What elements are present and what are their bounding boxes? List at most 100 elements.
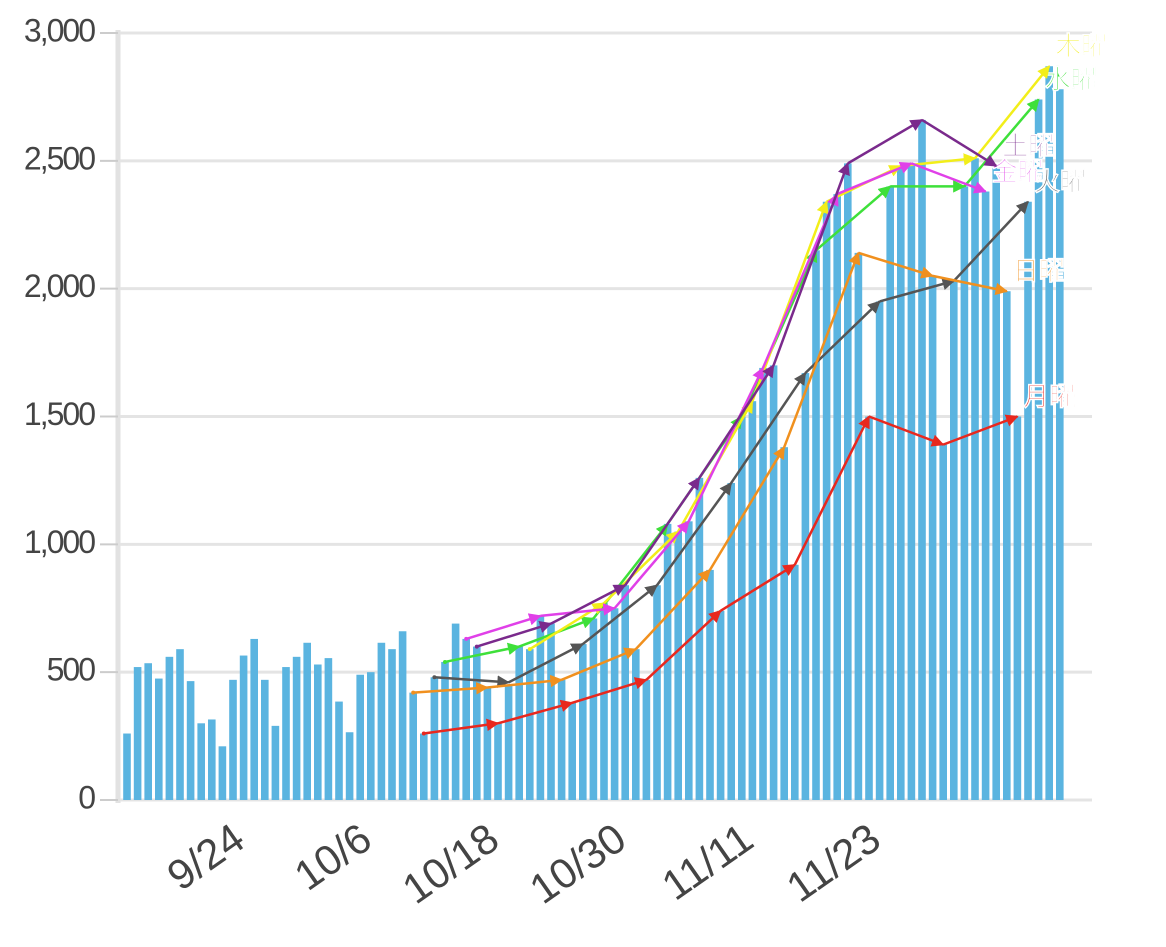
bar [229,679,237,800]
bar [621,585,629,800]
series-segment [847,118,924,165]
bar [1024,201,1032,801]
series-segment [719,563,796,612]
bar [186,681,195,800]
bar [430,677,439,800]
bar [526,649,534,800]
bar [674,531,682,800]
series-segment [613,520,690,610]
bar [748,401,757,800]
x-tick-label: 9/24 [159,814,253,899]
bar [133,667,142,800]
bar [589,618,598,800]
series-segment [783,251,861,448]
series-segment [708,446,786,571]
bar [1003,291,1011,800]
series-segment [858,251,934,279]
bar [950,280,958,800]
series-segment [836,161,913,196]
bar [992,165,1000,801]
series-segment [815,185,892,252]
bar [579,644,587,800]
bar [335,701,343,800]
series-segment [645,609,722,681]
series-segment [932,274,1009,296]
series-segment [571,677,648,705]
bar [610,608,619,800]
series-segment [634,568,711,651]
bar [473,646,481,800]
y-tick-label: 500 [47,652,96,688]
bar [1034,99,1043,801]
bar [292,656,301,800]
bar [663,523,672,800]
bar [791,564,799,800]
series-segment [413,682,489,695]
bar [271,725,280,800]
bar [716,610,725,800]
bar [801,373,810,800]
series-segment [942,414,1019,446]
y-tick-label: 0 [78,779,95,815]
bar [653,585,661,800]
series-segment [540,603,616,618]
bar [854,252,863,800]
bar [875,301,884,800]
series-segment [550,584,627,625]
bar [420,733,428,800]
bar [886,186,894,800]
series-label: 日曜 [1013,256,1065,286]
series-segment [910,162,987,194]
series-label: 月曜 [1022,381,1075,411]
series-segment [508,642,584,684]
bar [282,667,290,800]
bar [462,638,470,800]
x-tick-label: 11/23 [778,814,889,911]
x-tick-label: 10/6 [286,814,380,899]
y-tick-label: 2,000 [24,268,95,304]
bar [123,733,131,800]
series-label: 木曜 [1054,31,1107,61]
series-segment [582,584,658,646]
series-segment [963,98,1040,188]
bar [218,746,227,800]
series-label: 水曜 [1045,64,1097,94]
bar [250,638,258,800]
bar [377,642,386,800]
series-segment [561,647,637,681]
bar [907,163,916,800]
bar [844,163,852,800]
series-label: 土曜 [1002,131,1054,161]
bar [155,678,163,800]
x-tick-label: 10/30 [521,814,634,913]
bar [1045,66,1053,800]
y-tick-label: 1,000 [24,524,95,560]
bar [345,732,354,800]
bar [939,444,947,800]
series-segment [476,620,553,648]
series-segment [921,118,998,168]
series-segment [698,364,775,479]
bar [398,631,407,800]
x-tick-label: 10/18 [394,814,507,913]
bar [1056,89,1064,801]
series-label: 火曜 [1034,167,1086,197]
bar [769,365,778,800]
bar [557,679,566,800]
bar [833,194,841,800]
bar [303,642,311,800]
bar [367,672,375,800]
y-tick-label: 1,500 [24,396,95,432]
series-segment [624,476,701,586]
bar [536,615,545,800]
bar [208,719,216,800]
bar [409,692,417,800]
series-segment [730,372,807,484]
series-segment [793,415,871,566]
bar [547,623,555,800]
bar [727,482,735,800]
bar [451,623,460,800]
series-segment [868,415,945,447]
series-segment [423,718,500,735]
